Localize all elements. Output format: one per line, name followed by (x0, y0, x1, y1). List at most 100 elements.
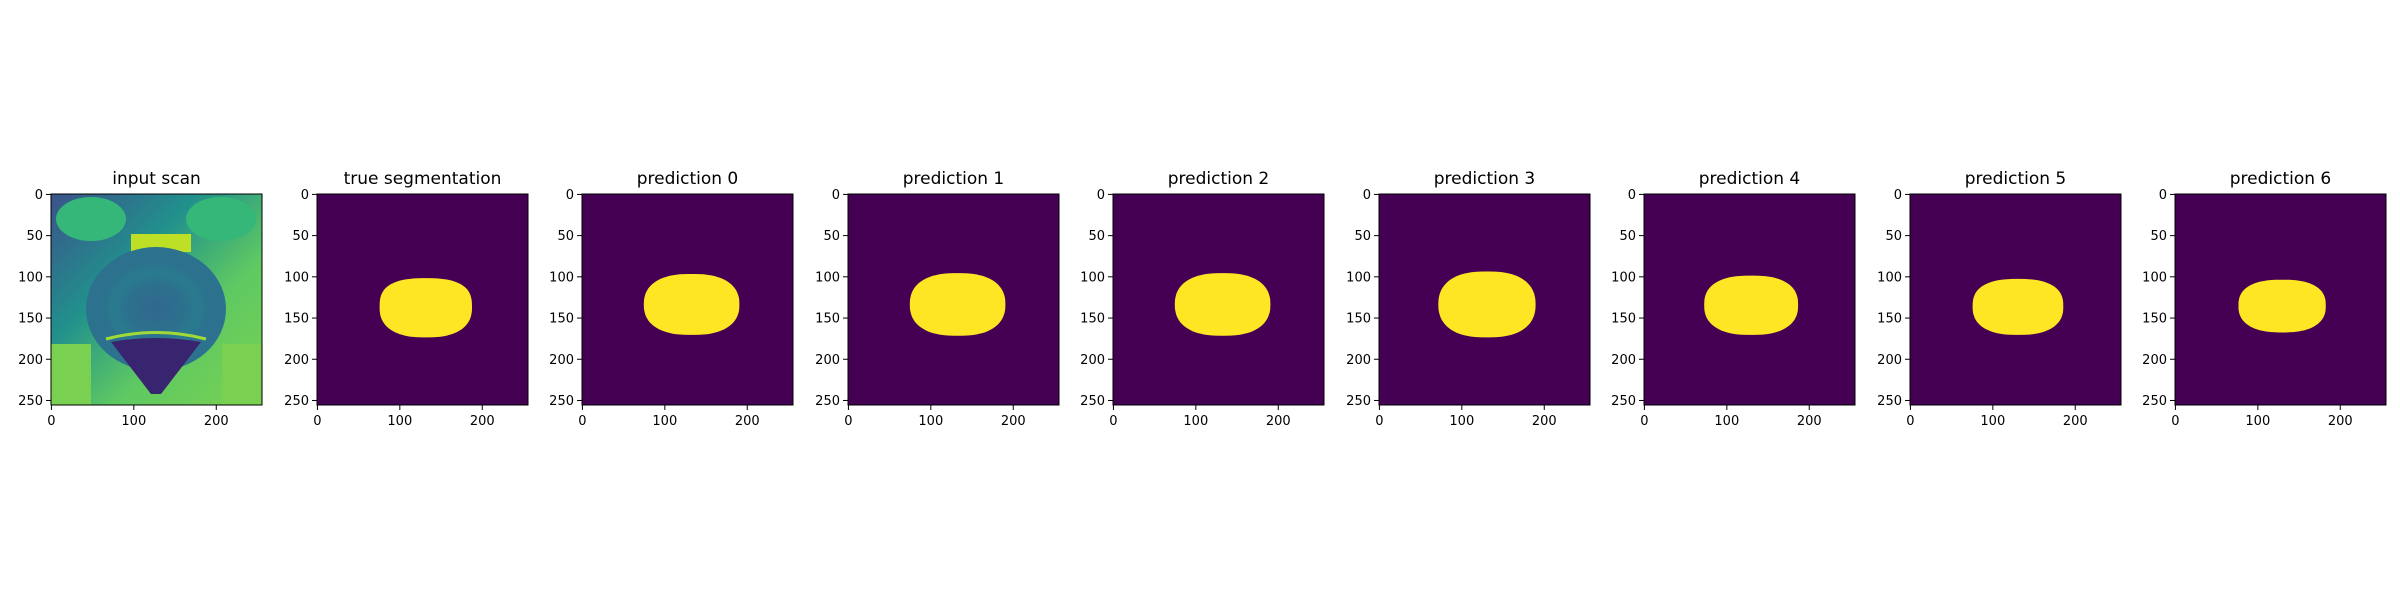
y-tick-label: 100 (2142, 270, 2167, 285)
y-tick-label: 50 (1354, 229, 1371, 244)
panel-0: input scan 0 50 100 150 200 250 0 100 200 (18, 169, 263, 429)
y-tick-label: 100 (1080, 270, 1105, 285)
y-tick-label: 50 (823, 229, 840, 244)
x-tick-label: 100 (387, 414, 412, 429)
y-tick-label: 100 (549, 270, 574, 285)
panel-title: prediction 6 (2230, 169, 2332, 189)
y-tick-label: 200 (549, 353, 574, 368)
y-tick-label: 0 (566, 188, 574, 203)
segmentation-mask (1704, 275, 1799, 335)
x-tick-label: 100 (1183, 414, 1208, 429)
y-tick-label: 150 (284, 312, 309, 327)
axes-frame (1909, 193, 2122, 406)
y-tick-label: 250 (549, 394, 574, 409)
panel-1: true segmentation 0 50 100 150 200 250 0 100 200 (284, 169, 529, 429)
x-tick-label: 100 (1980, 414, 2005, 429)
y-tick-label: 200 (2142, 353, 2167, 368)
y-tick-label: 250 (815, 394, 840, 409)
y-tick-label: 50 (292, 229, 309, 244)
y-tick-label: 0 (1363, 188, 1371, 203)
y-tick-label: 100 (18, 270, 43, 285)
y-tick-label: 150 (1611, 312, 1636, 327)
y-tick-label: 50 (2150, 229, 2167, 244)
x-tick-label: 0 (1906, 414, 1914, 429)
panel-6: prediction 4 0 50 100 150 200 250 0 100 200 (1611, 169, 1856, 429)
axes-frame (1643, 193, 1856, 406)
x-tick-label: 0 (47, 414, 55, 429)
panel-7: prediction 5 0 50 100 150 200 250 0 100 200 (1877, 169, 2122, 429)
panel-title: prediction 2 (1168, 169, 1270, 189)
scan-band (131, 234, 191, 252)
y-tick-label: 100 (1611, 270, 1636, 285)
y-tick-label: 0 (2159, 188, 2167, 203)
segmentation-mask (2238, 279, 2326, 333)
y-tick-label: 0 (832, 188, 840, 203)
y-tick-label: 200 (1611, 353, 1636, 368)
panel-title: prediction 0 (637, 169, 739, 189)
segmentation-mask (643, 274, 740, 335)
x-tick-label: 200 (2063, 414, 2088, 429)
x-tick-label: 100 (1449, 414, 1474, 429)
y-tick-label: 0 (35, 188, 43, 203)
x-tick-label: 200 (1797, 414, 1822, 429)
y-tick-label: 150 (1346, 312, 1371, 327)
y-tick-label: 200 (284, 353, 309, 368)
y-tick-label: 150 (1877, 312, 1902, 327)
y-tick-label: 200 (18, 353, 43, 368)
segmentation-mask (379, 278, 472, 338)
x-tick-label: 200 (1532, 414, 1557, 429)
x-tick-label: 100 (121, 414, 146, 429)
y-tick-label: 50 (557, 229, 574, 244)
y-tick-label: 0 (1894, 188, 1902, 203)
panel-title: prediction 1 (903, 169, 1005, 189)
y-tick-label: 150 (18, 312, 43, 327)
segmentation-mask (1972, 278, 2064, 335)
y-tick-label: 250 (1877, 394, 1902, 409)
x-tick-label: 0 (1375, 414, 1383, 429)
y-tick-label: 0 (1097, 188, 1105, 203)
panel-8: prediction 6 0 50 100 150 200 250 0 100 200 (2142, 169, 2387, 429)
x-tick-label: 0 (1109, 414, 1117, 429)
y-tick-label: 250 (284, 394, 309, 409)
y-tick-label: 0 (301, 188, 309, 203)
panel-title: prediction 5 (1965, 169, 2067, 189)
y-tick-label: 0 (1628, 188, 1636, 203)
y-tick-label: 200 (1346, 353, 1371, 368)
y-tick-label: 250 (1611, 394, 1636, 409)
y-tick-label: 100 (1877, 270, 1902, 285)
panel-4: prediction 2 0 50 100 150 200 250 0 100 200 (1080, 169, 1325, 429)
scan-structure (186, 197, 256, 241)
x-tick-label: 0 (313, 414, 321, 429)
y-tick-label: 150 (2142, 312, 2167, 327)
panel-2: prediction 0 0 50 100 150 200 250 0 100 200 (549, 169, 794, 429)
y-tick-label: 250 (2142, 394, 2167, 409)
x-tick-label: 0 (1640, 414, 1648, 429)
y-tick-label: 200 (1080, 353, 1105, 368)
axes-frame (1378, 193, 1591, 406)
y-tick-label: 50 (1885, 229, 1902, 244)
x-tick-label: 100 (652, 414, 677, 429)
y-tick-label: 50 (26, 229, 43, 244)
y-tick-label: 150 (549, 312, 574, 327)
x-tick-label: 200 (204, 414, 229, 429)
scan-side (51, 344, 91, 405)
y-tick-label: 250 (1346, 394, 1371, 409)
panel-title: input scan (112, 169, 201, 189)
y-tick-label: 200 (815, 353, 840, 368)
scan-edge (105, 331, 207, 341)
axes-frame (847, 193, 1060, 406)
y-tick-label: 100 (284, 270, 309, 285)
x-tick-label: 200 (735, 414, 760, 429)
scan-gland-core (104, 259, 208, 349)
y-tick-label: 50 (1088, 229, 1105, 244)
panel-3: prediction 1 0 50 100 150 200 250 0 100 200 (815, 169, 1060, 429)
x-tick-label: 100 (918, 414, 943, 429)
axes-frame (581, 193, 794, 406)
y-tick-label: 250 (1080, 394, 1105, 409)
x-tick-label: 0 (844, 414, 852, 429)
panel-5: prediction 3 0 50 100 150 200 250 0 100 200 (1346, 169, 1591, 429)
segmentation-mask (1438, 271, 1536, 338)
y-tick-label: 250 (18, 394, 43, 409)
x-tick-label: 200 (2328, 414, 2353, 429)
